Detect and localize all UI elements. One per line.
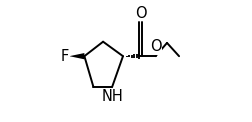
- Text: NH: NH: [101, 89, 123, 104]
- Text: O: O: [150, 39, 161, 54]
- Polygon shape: [69, 53, 84, 59]
- Text: F: F: [60, 49, 69, 64]
- Text: O: O: [135, 6, 146, 21]
